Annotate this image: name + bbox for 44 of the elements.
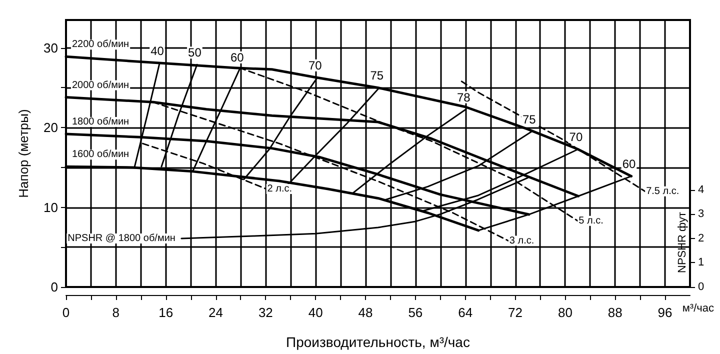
- y2-tick-label: 4: [698, 184, 704, 196]
- x-tick-label: 72: [508, 305, 523, 320]
- series-label: 75: [370, 68, 384, 83]
- x-tick-label: 80: [558, 305, 572, 320]
- x-tick-label: 24: [208, 305, 223, 320]
- x-tick-label: 40: [308, 305, 323, 320]
- x-tick-label: 64: [458, 305, 473, 320]
- x-axis-title: Производительность, м³/час: [286, 334, 470, 350]
- y-tick-label: 10: [44, 200, 58, 215]
- series-label: 3 л.с.: [509, 235, 534, 246]
- series-label: NPSHR @ 1800 об/мин: [68, 232, 176, 244]
- series-label: 5 л.с.: [578, 215, 604, 226]
- series-label: 70: [569, 130, 583, 144]
- y2-tick-label: 3: [698, 208, 704, 220]
- series-label: 60: [230, 50, 244, 64]
- series-label: 40: [150, 44, 164, 58]
- x-tick-label: 88: [608, 305, 622, 320]
- series-label: 1600 об/мин: [72, 149, 130, 160]
- series-label: 7.5 л.с.: [646, 186, 680, 197]
- y2-tick-label: 2: [698, 232, 704, 244]
- y-tick-label: 0: [50, 280, 58, 294]
- series-label: 70: [308, 58, 322, 72]
- y2-axis-title: NPSHR фут: [676, 212, 688, 273]
- x-tick-label: 16: [158, 305, 174, 320]
- text: м³/час: [682, 302, 714, 314]
- series-label: 50: [188, 46, 202, 60]
- x-tick-label: 96: [658, 305, 672, 320]
- series-label: 75: [522, 112, 536, 127]
- y2-tick-label: 1: [698, 256, 704, 269]
- series-label: 60: [622, 157, 636, 172]
- x-tick-label: 48: [358, 305, 373, 320]
- series-label: 2200 об/мин: [72, 39, 130, 50]
- y-axis-title: Напор (метры): [16, 109, 31, 198]
- y-tick-label: 20: [44, 120, 58, 136]
- series-label: 1800 об/мин: [72, 116, 130, 128]
- y-tick-label: 30: [44, 40, 58, 56]
- x-tick-label: 8: [112, 305, 120, 320]
- y2-tick-label: 0: [698, 281, 704, 293]
- x-tick-label: 32: [258, 305, 273, 320]
- series-label: 2 л.с.: [267, 183, 292, 194]
- x-tick-label: 56: [408, 305, 423, 320]
- x-tick-label: 0: [62, 305, 70, 320]
- series-label: 78: [456, 90, 471, 104]
- series-label: 2000 об/мин: [72, 80, 130, 91]
